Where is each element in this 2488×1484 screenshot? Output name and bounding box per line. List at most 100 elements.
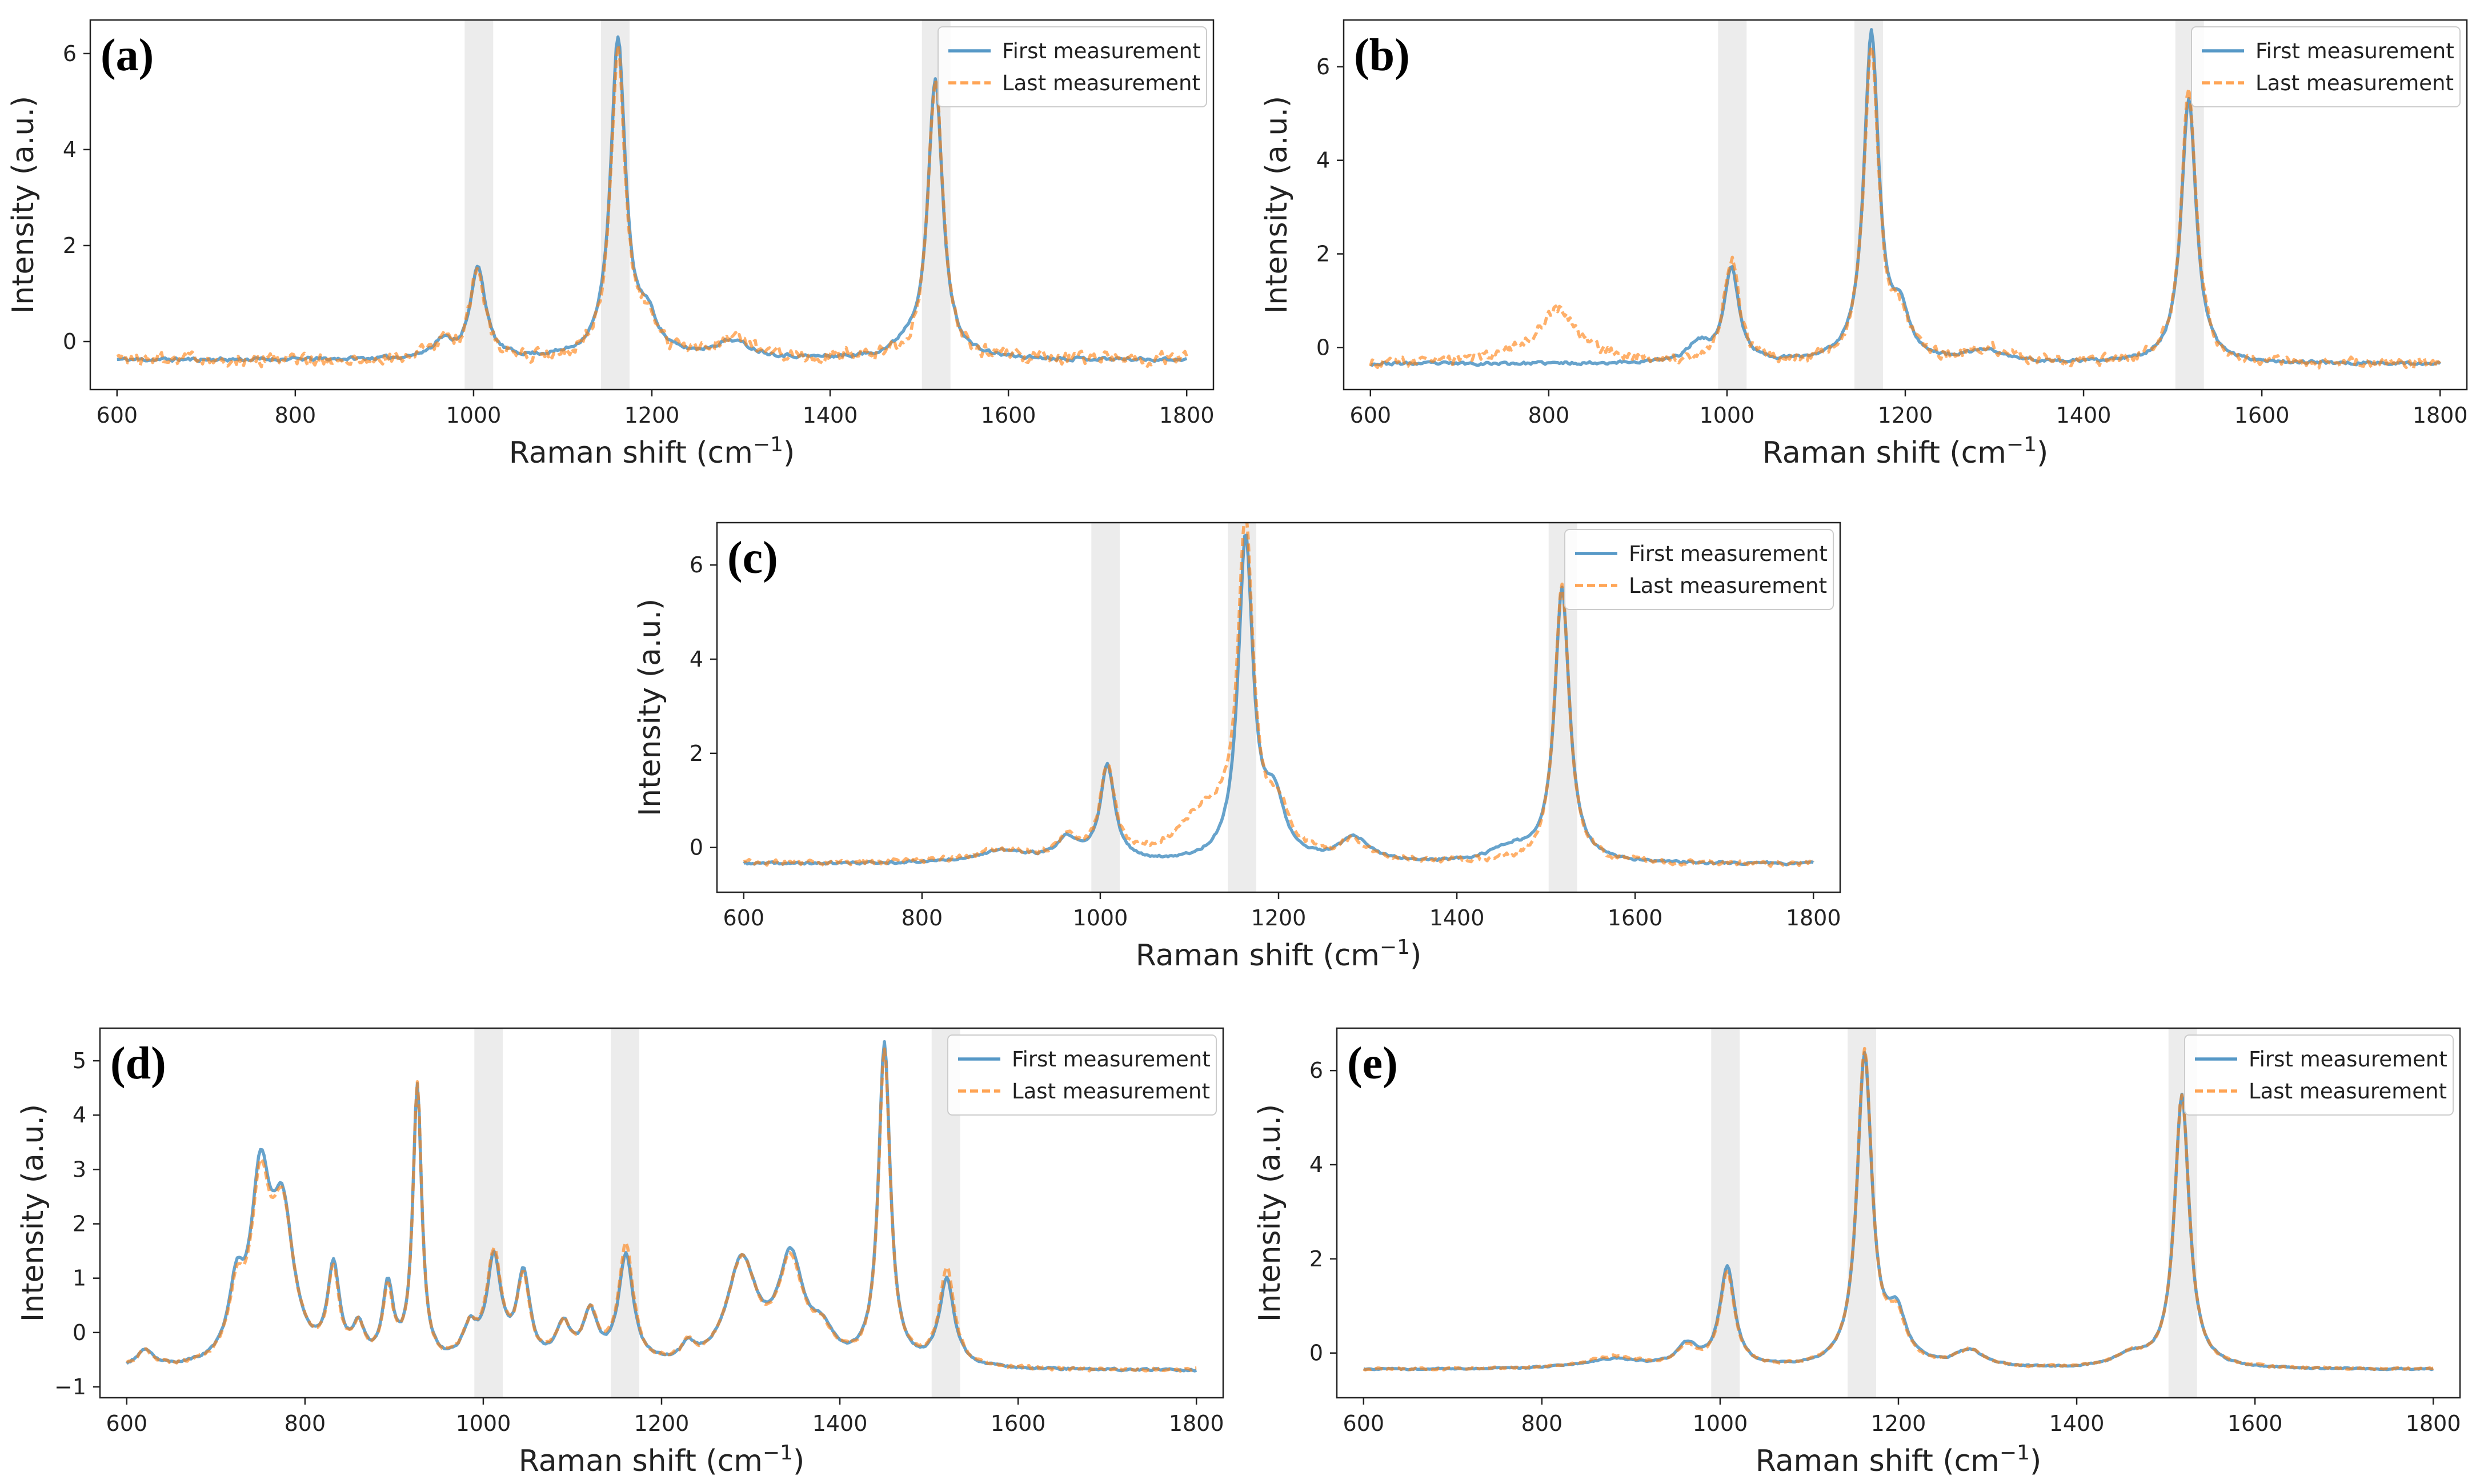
y-tick-label: 4 — [73, 1102, 86, 1128]
legend-first-label: First measurement — [1012, 1047, 1211, 1072]
y-axis-label: Intensity (a.u.) — [6, 96, 41, 314]
legend-first-label: First measurement — [2255, 39, 2454, 63]
legend-first-label: First measurement — [1629, 542, 1828, 566]
legend-last-label: Last measurement — [1629, 573, 1827, 598]
shaded-band-0 — [1091, 523, 1120, 892]
x-tick-label: 1400 — [1429, 905, 1485, 930]
x-tick-label: 1600 — [991, 1411, 1046, 1436]
x-tick-label: 1400 — [812, 1411, 868, 1436]
chart-panel-a: 600 800 1000 1200 1400 1600 1800 0 2 4 6 Raman shif… — [6, 19, 1215, 470]
chart-panel-b: 600 800 1000 1200 1400 1600 1800 0 2 4 6 Raman shif… — [1260, 19, 2468, 470]
x-tick-label: 1400 — [2049, 1411, 2105, 1436]
x-tick-label: 1800 — [1159, 403, 1215, 428]
y-tick-label: 4 — [63, 137, 77, 162]
shaded-band-0 — [1711, 1028, 1740, 1398]
y-tick-label: 5 — [73, 1048, 86, 1073]
legend: First measurement Last measurement — [937, 26, 1207, 107]
x-tick-label: 1400 — [803, 403, 858, 428]
legend-last-label: Last measurement — [2255, 71, 2454, 95]
y-tick-label: 4 — [690, 647, 703, 672]
x-tick-label: 1800 — [2413, 403, 2468, 428]
x-tick-label: 1200 — [1878, 403, 1933, 428]
y-tick-label: 6 — [63, 41, 77, 66]
x-axis-label: Raman shift (cm−1) — [1756, 1441, 2042, 1478]
legend-box — [947, 1034, 1217, 1116]
x-tick-label: 800 — [1521, 1411, 1563, 1436]
x-tick-label: 800 — [285, 1411, 326, 1436]
x-tick-label: 1200 — [624, 403, 680, 428]
y-axis-label: Intensity (a.u.) — [633, 599, 667, 816]
y-tick-label: 2 — [1309, 1246, 1323, 1272]
x-tick-label: 1800 — [2406, 1411, 2461, 1436]
x-tick-label: 800 — [902, 905, 943, 930]
panel-label: (a) — [101, 30, 154, 81]
y-tick-label: 6 — [1309, 1058, 1323, 1083]
legend: First measurement Last measurement — [2184, 1034, 2454, 1116]
x-tick-label: 1200 — [1871, 1411, 1926, 1436]
x-tick-label: 1600 — [981, 403, 1036, 428]
y-tick-label: 1 — [73, 1266, 86, 1291]
y-axis-label: Intensity (a.u.) — [16, 1104, 50, 1322]
x-axis-label: Raman shift (cm−1) — [1136, 936, 1422, 973]
legend: First measurement Last measurement — [1564, 529, 1834, 610]
x-tick-label: 600 — [1350, 403, 1392, 428]
x-tick-label: 1800 — [1169, 1411, 1224, 1436]
x-tick-label: 1400 — [2056, 403, 2112, 428]
legend-last-label: Last measurement — [1002, 71, 1200, 95]
x-tick-label: 800 — [1528, 403, 1570, 428]
legend-box — [2191, 26, 2461, 107]
y-tick-label: 4 — [1309, 1152, 1323, 1177]
legend-box — [2184, 1034, 2454, 1116]
y-tick-label: 2 — [73, 1212, 86, 1237]
legend-last-label: Last measurement — [2249, 1079, 2447, 1104]
legend-box — [937, 26, 1207, 107]
panel-label: (b) — [1354, 30, 1410, 81]
x-tick-label: 1000 — [1073, 905, 1128, 930]
x-tick-label: 600 — [97, 403, 138, 428]
y-tick-label: 6 — [690, 552, 703, 577]
y-tick-label: 2 — [63, 233, 77, 258]
x-tick-label: 1600 — [2227, 1411, 2283, 1436]
y-tick-label: 0 — [73, 1320, 86, 1345]
y-tick-label: 4 — [1316, 148, 1330, 173]
y-tick-label: 3 — [73, 1157, 86, 1182]
x-tick-label: 1200 — [634, 1411, 690, 1436]
panel-label: (d) — [110, 1038, 166, 1089]
panel-label: (c) — [727, 533, 778, 583]
shaded-band-0 — [1718, 20, 1747, 390]
last-measurement-line — [126, 1047, 1197, 1373]
chart-panel-c: 600 800 1000 1200 1400 1600 1800 0 2 4 6 Raman shif… — [633, 522, 1841, 973]
y-axis-label: Intensity (a.u.) — [1260, 96, 1294, 314]
first-measurement-line — [117, 35, 1188, 363]
legend-first-label: First measurement — [1002, 39, 1201, 63]
shaded-band-0 — [464, 20, 494, 390]
last-measurement-line — [743, 523, 1815, 868]
first-measurement-line — [1363, 1050, 2434, 1371]
x-tick-label: 1600 — [1608, 905, 1663, 930]
legend-last-label: Last measurement — [1012, 1079, 1210, 1104]
chart-panel-e: 600 800 1000 1200 1400 1600 1800 0 2 4 6 Raman shif… — [1253, 1027, 2461, 1478]
x-tick-label: 1000 — [446, 403, 502, 428]
y-tick-label: 6 — [1316, 54, 1330, 79]
y-tick-label: 0 — [690, 835, 703, 860]
y-tick-label: −1 — [54, 1374, 86, 1399]
panel-label: (e) — [1347, 1038, 1398, 1089]
x-tick-label: 1800 — [1786, 905, 1841, 930]
legend-box — [1564, 529, 1834, 610]
shaded-band-0 — [474, 1028, 503, 1398]
x-tick-label: 600 — [723, 905, 765, 930]
y-axis-label: Intensity (a.u.) — [1253, 1104, 1287, 1322]
legend-first-label: First measurement — [2249, 1047, 2447, 1072]
x-axis-label: Raman shift (cm−1) — [519, 1441, 805, 1478]
shaded-band-1 — [611, 1028, 639, 1398]
x-tick-label: 1200 — [1251, 905, 1307, 930]
x-tick-label: 600 — [1343, 1411, 1385, 1436]
x-tick-label: 1000 — [1693, 1411, 1748, 1436]
x-axis-label: Raman shift (cm−1) — [509, 433, 795, 470]
y-tick-label: 0 — [1309, 1341, 1323, 1366]
y-tick-label: 2 — [690, 741, 703, 766]
y-tick-label: 0 — [63, 329, 77, 354]
x-tick-label: 1000 — [1700, 403, 1755, 428]
x-tick-label: 1000 — [456, 1411, 511, 1436]
legend: First measurement Last measurement — [2191, 26, 2461, 107]
